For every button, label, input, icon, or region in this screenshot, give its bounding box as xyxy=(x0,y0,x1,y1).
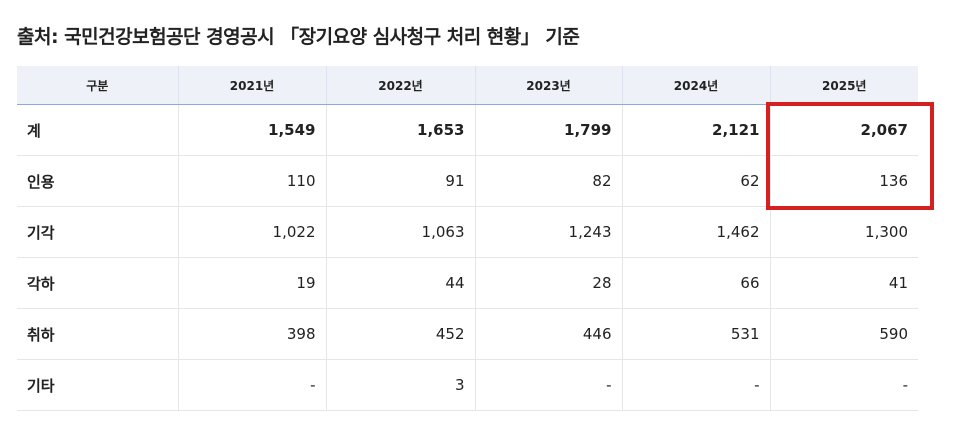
header-row: 구분 2021년 2022년 2023년 2024년 2025년 xyxy=(17,66,918,105)
table-body: 계 1,549 1,653 1,799 2,121 2,067 인용 110 91 82 62 136… xyxy=(17,104,918,411)
column-header: 2022년 xyxy=(325,66,475,105)
table-row: 인용 110 91 82 62 136 xyxy=(17,155,918,207)
cell: 1,462 xyxy=(621,206,770,258)
column-header: 2024년 xyxy=(621,66,770,105)
row-label: 기타 xyxy=(17,359,178,411)
cell: 66 xyxy=(621,257,770,309)
cell: 398 xyxy=(177,308,326,360)
cell: 2,121 xyxy=(621,104,770,156)
cell: - xyxy=(177,359,326,411)
source-title: 출처: 국민건강보험공단 경영공시 「장기요양 심사청구 처리 현황」 기준 xyxy=(17,26,580,48)
cell: 452 xyxy=(325,308,475,360)
cell: - xyxy=(621,359,770,411)
table-row: 각하 19 44 28 66 41 xyxy=(17,257,918,309)
cell: 19 xyxy=(177,257,326,309)
cell: 1,653 xyxy=(325,104,475,156)
row-label: 인용 xyxy=(17,155,178,207)
cell: 531 xyxy=(621,308,770,360)
cell: 82 xyxy=(474,155,622,207)
column-header: 2023년 xyxy=(474,66,622,105)
cell: 1,799 xyxy=(474,104,622,156)
cell: 590 xyxy=(769,308,918,360)
cell: - xyxy=(769,359,918,411)
column-header: 구분 xyxy=(17,66,178,105)
table-row: 취하 398 452 446 531 590 xyxy=(17,308,918,360)
table-row: 기각 1,022 1,063 1,243 1,462 1,300 xyxy=(17,206,918,258)
cell: 110 xyxy=(177,155,326,207)
cell: 28 xyxy=(474,257,622,309)
cell: 41 xyxy=(769,257,918,309)
data-table: 구분 2021년 2022년 2023년 2024년 2025년 계 1,549 1,653 1… xyxy=(17,66,918,411)
table-row: 계 1,549 1,653 1,799 2,121 2,067 xyxy=(17,104,918,156)
row-label: 계 xyxy=(17,104,178,156)
cell: 3 xyxy=(325,359,475,411)
cell: 1,022 xyxy=(177,206,326,258)
cell: 1,243 xyxy=(474,206,622,258)
cell: 136 xyxy=(769,155,918,207)
highlight-box xyxy=(766,102,934,210)
cell: 62 xyxy=(621,155,770,207)
cell: 1,063 xyxy=(325,206,475,258)
cell: 1,549 xyxy=(177,104,326,156)
cell: 2,067 xyxy=(769,104,918,156)
row-label: 각하 xyxy=(17,257,178,309)
row-label: 기각 xyxy=(17,206,178,258)
column-header: 2021년 xyxy=(177,66,326,105)
table-row: 기타 -3- - - xyxy=(17,359,918,411)
cell: 446 xyxy=(474,308,622,360)
cell: 1,300 xyxy=(769,206,918,258)
row-label: 취하 xyxy=(17,308,178,360)
cell: 44 xyxy=(325,257,475,309)
cell: 91 xyxy=(325,155,475,207)
column-header: 2025년 xyxy=(769,66,918,105)
cell: - xyxy=(474,359,622,411)
